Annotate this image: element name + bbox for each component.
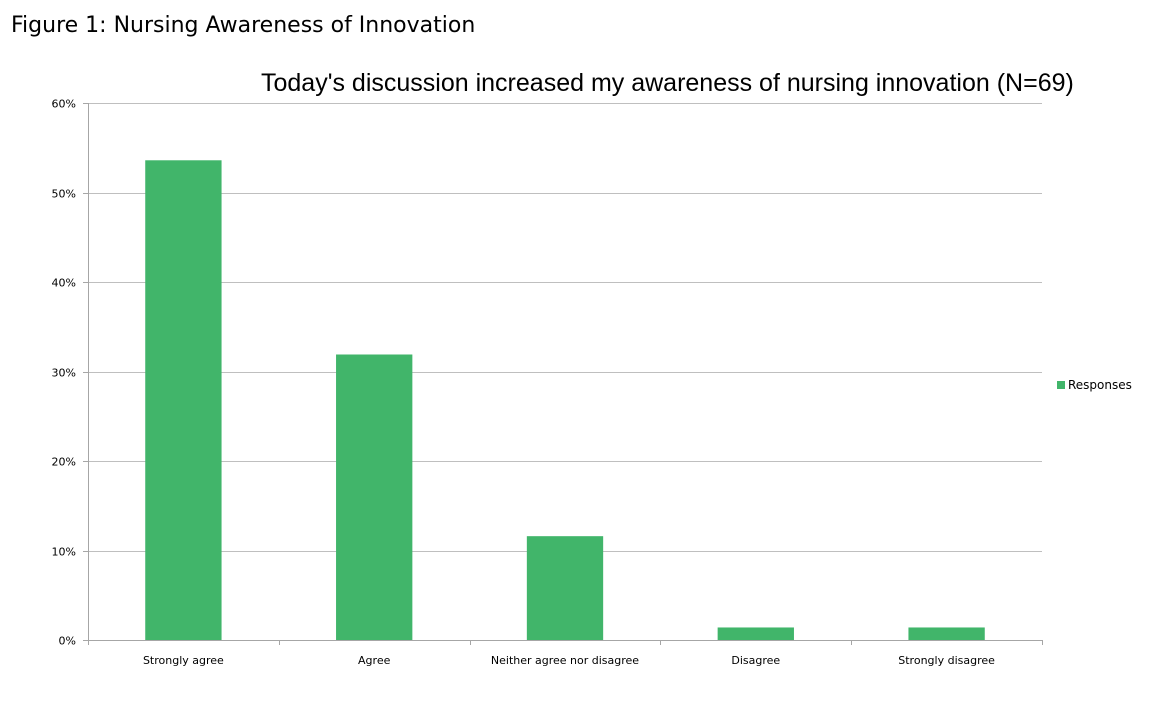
bar-agree: [336, 354, 413, 640]
bar-strongly-disagree: [908, 627, 985, 640]
legend-swatch: [1057, 381, 1065, 389]
legend-label: Responses: [1068, 378, 1132, 392]
bar-disagree: [717, 627, 794, 640]
x-tick-label: Agree: [358, 654, 391, 667]
legend: Responses: [1057, 378, 1132, 392]
x-tick-label: Strongly agree: [143, 654, 224, 667]
bar-neither-agree-nor-disagree: [526, 536, 604, 640]
x-tick-label: Disagree: [731, 654, 780, 667]
y-tick-label: 50%: [52, 188, 76, 201]
figure-caption: Figure 1: Nursing Awareness of Innovatio…: [11, 13, 476, 38]
bar-strongly-agree: [145, 160, 222, 640]
y-tick-label: 30%: [52, 367, 76, 380]
y-tick-label: 60%: [52, 98, 76, 111]
y-tick-label: 40%: [52, 277, 76, 290]
y-tick-label: 20%: [52, 456, 76, 469]
x-tick-label: Strongly disagree: [898, 654, 995, 667]
chart-title: Today's discussion increased my awarenes…: [261, 69, 1074, 97]
x-tick-label: Neither agree nor disagree: [491, 654, 639, 667]
y-tick-label: 10%: [52, 546, 76, 559]
y-tick-label: 0%: [59, 635, 76, 648]
